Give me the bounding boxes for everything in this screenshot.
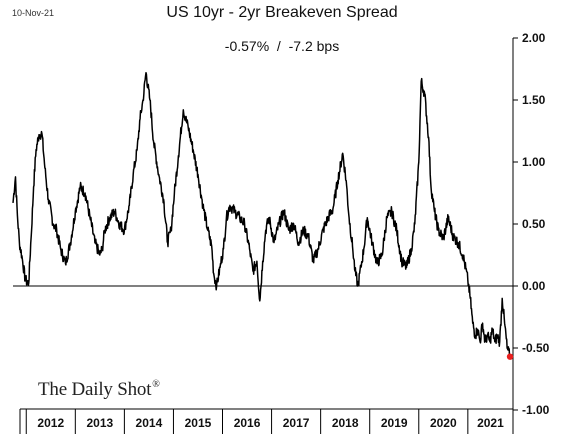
chart-title: US 10yr - 2yr Breakeven Spread — [166, 4, 398, 21]
date-stamp: 10-Nov-21 — [12, 8, 55, 18]
x-tick-label: 2021 — [477, 416, 504, 430]
y-tick-label: 1.00 — [522, 155, 546, 169]
x-tick-label: 2019 — [381, 416, 408, 430]
x-tick-label: 2014 — [136, 416, 163, 430]
series-layer — [12, 71, 514, 360]
y-tick-label: -0.50 — [522, 341, 550, 355]
y-tick-label: 0.00 — [522, 279, 546, 293]
y-tick-label: 0.50 — [522, 217, 546, 231]
brand-name: The Daily Shot — [38, 379, 152, 400]
series-line — [12, 71, 511, 360]
x-tick-label: 2016 — [234, 416, 261, 430]
chart-subtitle: -0.57% / -7.2 bps — [224, 38, 340, 54]
x-tick-label: 2012 — [37, 416, 64, 430]
brand-registered-mark: ® — [152, 379, 160, 390]
brand-logo: The Daily Shot® — [38, 379, 160, 401]
y-tick-label: 2.00 — [522, 31, 546, 45]
y-tick-label: -1.00 — [522, 403, 550, 417]
x-tick-label: 2017 — [283, 416, 310, 430]
y-tick-label: 1.50 — [522, 93, 546, 107]
x-tick-label: 2020 — [430, 416, 457, 430]
x-tick-label: 2013 — [86, 416, 113, 430]
x-tick-label: 2015 — [185, 416, 212, 430]
last-point-marker — [506, 353, 514, 360]
axes-layer: 2.00 1.50 1.00 0.50 0.00 -0.50 -1.00 2012 2013 20… — [13, 31, 550, 434]
x-tick-label: 2018 — [332, 416, 359, 430]
